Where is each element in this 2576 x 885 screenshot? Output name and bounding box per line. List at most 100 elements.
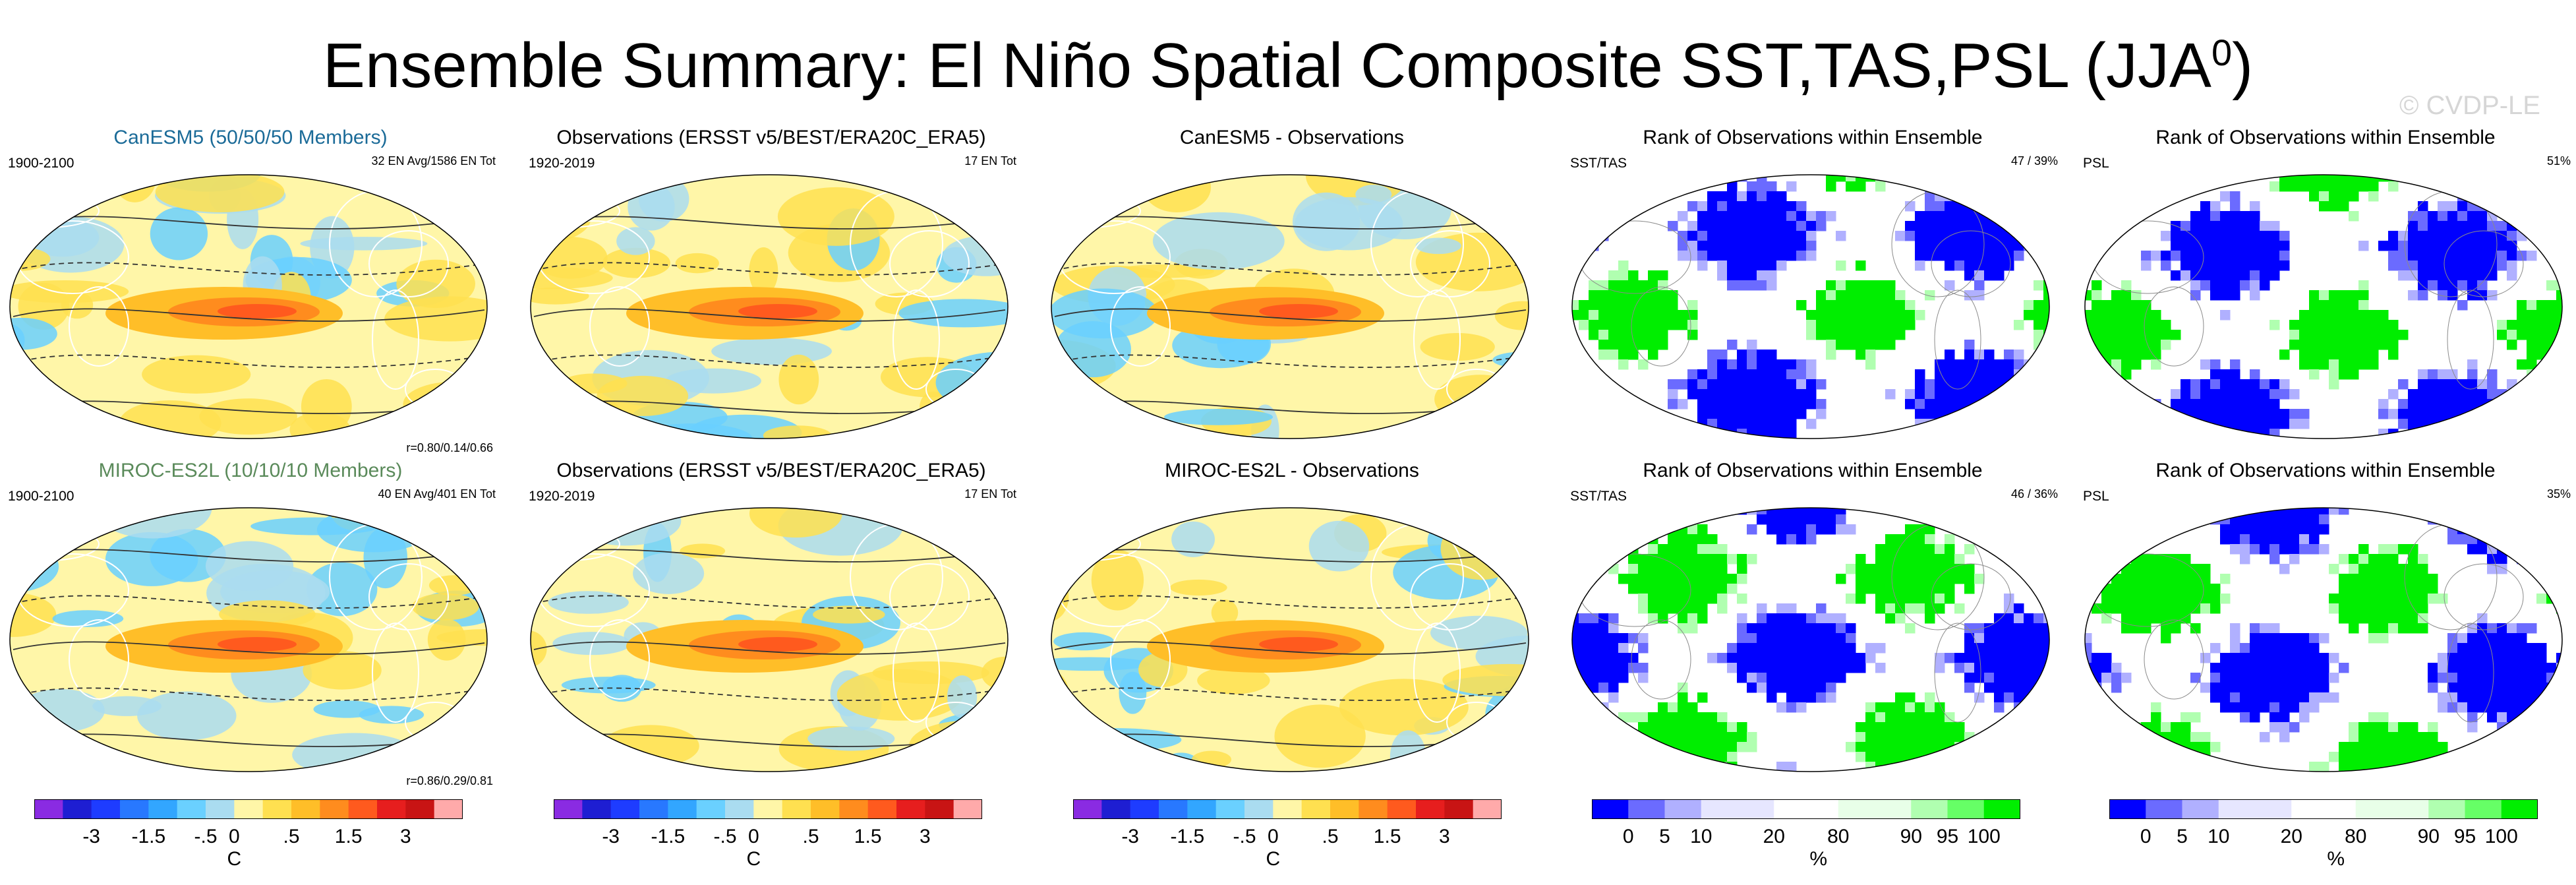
rank-cell bbox=[2260, 260, 2270, 271]
rank-cell bbox=[1885, 554, 1896, 565]
anomaly-blob bbox=[937, 508, 1008, 545]
rank-cell bbox=[1945, 260, 1955, 271]
rank-cell bbox=[2447, 290, 2458, 301]
rank-cell bbox=[2457, 241, 2468, 251]
rank-cell bbox=[2289, 330, 2300, 340]
rank-cell bbox=[2220, 409, 2231, 419]
rank-cell bbox=[1786, 419, 1797, 429]
rank-cell bbox=[2329, 369, 2339, 380]
rank-cell bbox=[2260, 419, 2270, 429]
rank-cell bbox=[2388, 613, 2399, 624]
rank-cell bbox=[1747, 554, 1757, 565]
rank-cell bbox=[2467, 439, 2478, 442]
rank-cell bbox=[1687, 584, 1698, 594]
rank-cell bbox=[2527, 330, 2537, 340]
rank-cell bbox=[1945, 429, 1955, 439]
rank-cell bbox=[2477, 692, 2488, 703]
rank-cell bbox=[1757, 419, 1767, 429]
rank-cell bbox=[2487, 409, 2498, 419]
colorbar-swatch bbox=[582, 799, 612, 819]
rank-cell bbox=[2349, 300, 2359, 311]
anomaly-blob bbox=[427, 619, 466, 661]
rank-cell bbox=[2349, 320, 2359, 330]
rank-cell bbox=[1895, 554, 1906, 565]
rank-cell bbox=[2220, 683, 2231, 693]
rank-cell bbox=[1776, 514, 1787, 525]
rank-cell bbox=[1668, 732, 1678, 743]
rank-cell bbox=[1994, 369, 2005, 380]
rank-cell bbox=[1767, 241, 1777, 251]
rank-cell bbox=[1717, 732, 1728, 743]
rank-cell bbox=[2388, 181, 2399, 192]
rank-cell bbox=[1895, 300, 1906, 311]
rank-cell bbox=[2467, 280, 2478, 291]
rank-cell bbox=[2408, 399, 2418, 410]
rank-cell bbox=[1846, 320, 1856, 330]
rank-cell bbox=[2171, 181, 2181, 192]
rank-cell bbox=[1796, 514, 1807, 525]
rank-cell bbox=[2210, 251, 2221, 261]
rank-cell bbox=[2358, 280, 2369, 291]
rank-cell bbox=[1707, 350, 1718, 360]
rank-cell bbox=[2368, 350, 2379, 360]
rank-cell bbox=[1589, 633, 1599, 644]
rank-cell bbox=[2339, 310, 2349, 320]
rank-cell bbox=[1885, 340, 1896, 350]
rank-cell bbox=[1974, 260, 1985, 271]
rank-cell bbox=[2034, 633, 2044, 644]
rank-cell bbox=[1954, 439, 1965, 442]
rank-cell bbox=[2339, 175, 2349, 182]
rank-cell bbox=[2438, 594, 2448, 604]
map-outline bbox=[1051, 174, 1529, 439]
rank-cell bbox=[1638, 320, 1649, 330]
rank-cell bbox=[2190, 221, 2201, 231]
rank-cell bbox=[2527, 175, 2537, 182]
rank-cell bbox=[1826, 320, 1836, 330]
rank-cell bbox=[1865, 732, 1876, 743]
anomaly-blob bbox=[763, 425, 832, 439]
rank-cell bbox=[1737, 554, 1747, 565]
rank-cell bbox=[1925, 524, 1935, 535]
rank-cell bbox=[2556, 359, 2562, 370]
rank-cell bbox=[1707, 653, 1718, 663]
rank-cell bbox=[2408, 564, 2418, 574]
rank-cell bbox=[2043, 673, 2049, 683]
enso-peak bbox=[738, 304, 817, 319]
rank-cell bbox=[2004, 508, 2014, 515]
rank-cell bbox=[1618, 310, 1629, 320]
rank-cell bbox=[1885, 574, 1896, 584]
rank-cell bbox=[2408, 752, 2418, 762]
rank-cell bbox=[2034, 389, 2044, 400]
rank-cell bbox=[1885, 722, 1896, 733]
rank-cell bbox=[1648, 762, 1658, 772]
rank-cell bbox=[2121, 191, 2132, 202]
rank-cell bbox=[2101, 300, 2112, 311]
rank-cell bbox=[2230, 211, 2240, 222]
colorbar-swatch bbox=[1947, 799, 1985, 819]
rank-cell bbox=[1648, 594, 1658, 604]
rank-cell bbox=[1618, 300, 1629, 311]
rank-cell bbox=[1925, 211, 1935, 222]
rank-cell bbox=[1628, 175, 1639, 182]
rank-cell bbox=[1618, 270, 1629, 281]
rank-cell bbox=[1747, 389, 1757, 400]
rank-cell bbox=[2467, 673, 2478, 683]
rank-cell bbox=[1865, 752, 1876, 762]
rank-cell bbox=[1806, 320, 1817, 330]
rank-cell bbox=[1915, 772, 1925, 775]
rank-cell bbox=[1786, 211, 1797, 222]
rank-cell bbox=[2085, 702, 2092, 713]
anomaly-blob bbox=[300, 237, 428, 251]
rank-cell bbox=[2220, 429, 2231, 439]
rank-cell bbox=[2230, 663, 2240, 673]
rank-cell bbox=[2349, 290, 2359, 301]
rank-cell bbox=[1687, 251, 1698, 261]
rank-cell bbox=[1579, 623, 1589, 634]
rank-cell bbox=[1974, 623, 1985, 634]
rank-cell bbox=[1776, 260, 1787, 271]
rank-cell bbox=[1628, 439, 1639, 442]
rank-cell bbox=[1895, 534, 1906, 545]
rank-cell bbox=[2161, 742, 2171, 752]
colorbar-tick-label: 3 bbox=[399, 826, 411, 847]
colorbar-temperature: -3 -1.5 -.5 0.5 1.5 3 C bbox=[34, 799, 463, 885]
